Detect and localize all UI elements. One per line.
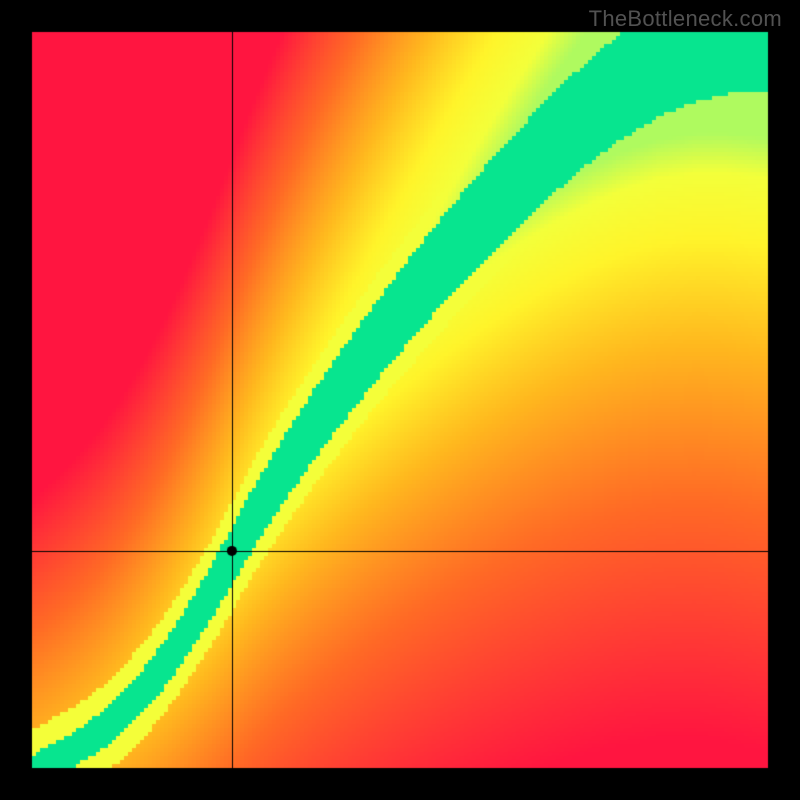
- bottleneck-heatmap-chart: TheBottleneck.com: [0, 0, 800, 800]
- heatmap-canvas: [0, 0, 800, 800]
- watermark-text: TheBottleneck.com: [589, 6, 782, 32]
